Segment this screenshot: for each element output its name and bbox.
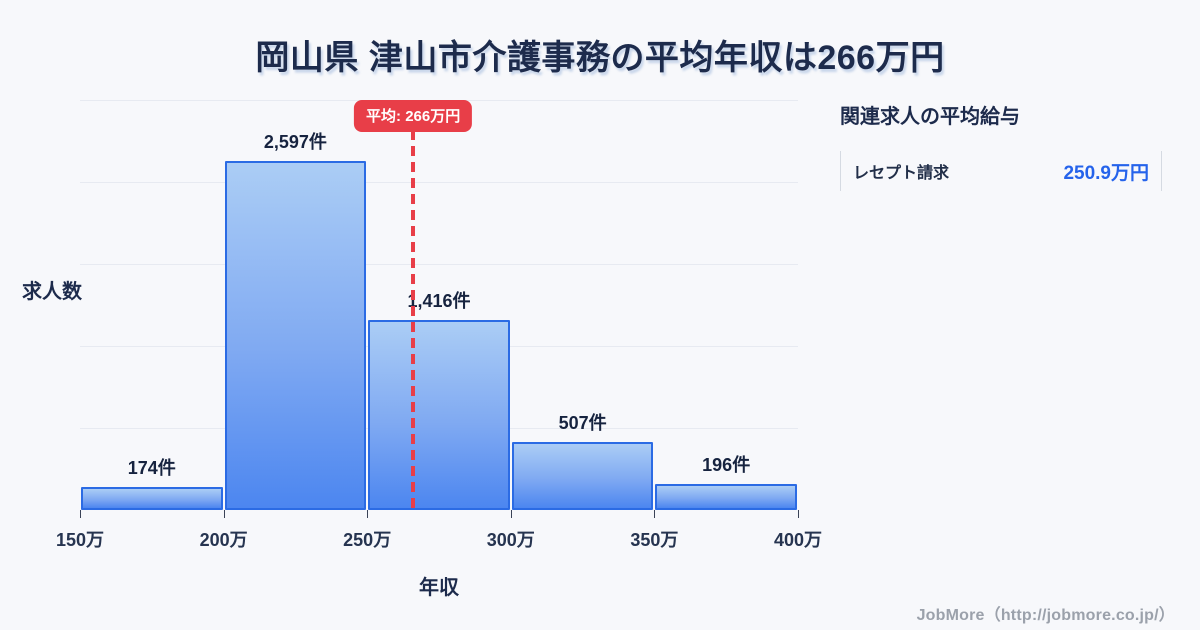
bar-value-label-4: 196件 (702, 454, 751, 475)
related-job-label: レセプト請求 (853, 165, 950, 182)
histogram-bar-0 (81, 486, 223, 510)
x-tick-mark (223, 510, 225, 518)
x-tick-mark (367, 510, 369, 518)
x-tick-label-1: 200万 (199, 530, 248, 550)
average-line (411, 130, 416, 510)
related-job-row: レセプト請求 250.9万円 (840, 151, 1162, 191)
gridline (80, 182, 798, 183)
x-axis-label: 年収 (419, 577, 459, 599)
bar-value-label-3: 507件 (558, 412, 607, 433)
x-tick-label-0: 150万 (55, 530, 105, 550)
y-axis-label: 求人数 (22, 281, 82, 303)
histogram-bar-3 (511, 441, 654, 510)
page-title: 岡山県 津山市介護事務の平均年収は266万円 (255, 39, 945, 77)
related-jobs-panel: 関連求人の平均給与 レセプト請求 250.9万円 (840, 100, 1162, 191)
x-tick-label-2: 250万 (343, 530, 392, 550)
panel-header: 関連求人の平均給与 (840, 106, 1020, 128)
x-tick-label-3: 300万 (486, 530, 535, 550)
footer-credit: JobMore（http://jobmore.co.jp/） (916, 607, 1175, 624)
average-badge: 平均: 266万円 (354, 100, 473, 132)
bar-value-label-2: 1,416件 (407, 290, 471, 311)
related-job-value: 250.9万円 (1063, 162, 1149, 184)
gridline (80, 264, 798, 265)
histogram-bar-1 (224, 160, 367, 510)
bar-value-label-1: 2,597件 (263, 131, 327, 152)
salary-histogram: 174件 2,597件 1,416件 507件 196件 平均: 266万円 (80, 100, 798, 510)
x-tick-mark (654, 510, 656, 518)
x-axis: 150万 200万 250万 300万 350万 400万 (56, 510, 822, 560)
histogram-bar-4 (655, 483, 797, 510)
x-tick-mark (80, 510, 81, 518)
x-tick-mark (510, 510, 512, 518)
bar-value-label-0: 174件 (127, 457, 176, 478)
x-tick-mark (798, 510, 799, 518)
x-tick-label-5: 400万 (773, 530, 823, 550)
histogram-bar-2 (368, 319, 510, 510)
x-tick-label-4: 350万 (630, 530, 679, 550)
